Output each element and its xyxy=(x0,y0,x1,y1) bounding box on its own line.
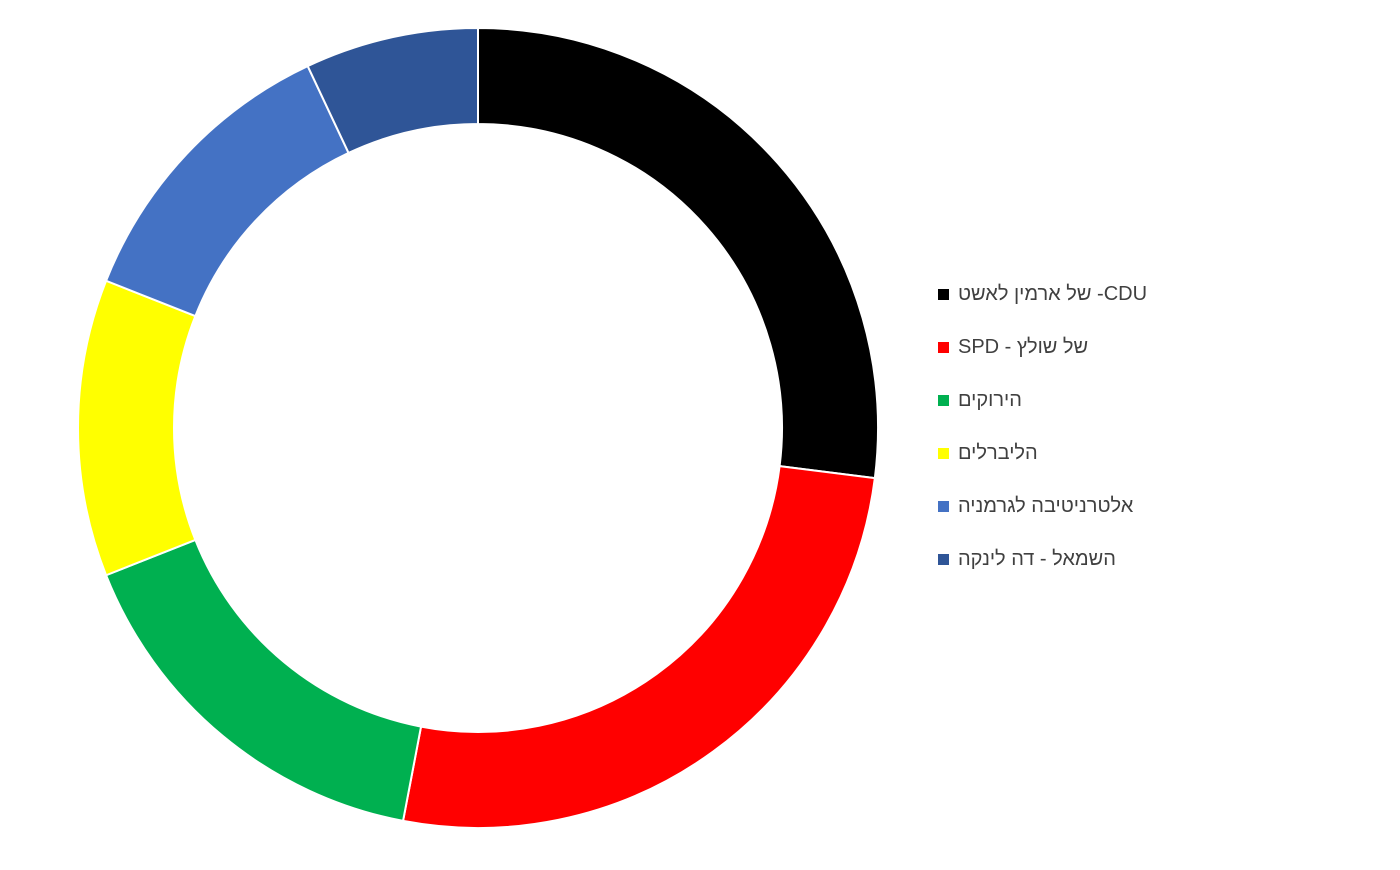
legend-marker xyxy=(938,394,949,406)
legend-item-greens: הירוקים xyxy=(938,389,1147,411)
donut-segment-4 xyxy=(105,65,350,318)
legend-label: הירוקים xyxy=(958,389,1022,411)
legend-label: הליברלים xyxy=(958,442,1038,464)
legend-marker xyxy=(938,553,949,565)
donut-segment-5 xyxy=(306,27,479,154)
legend-marker xyxy=(938,341,949,353)
chart-legend: CDU- של ארמין לאשט SPD - של שולץ הירוקים… xyxy=(938,283,1147,570)
legend-label: אלטרניטיבה לגרמניה xyxy=(958,495,1134,517)
legend-item-cdu: CDU- של ארמין לאשט xyxy=(938,283,1147,305)
legend-marker xyxy=(938,500,949,512)
legend-item-linke: השמאל - דה לינקה xyxy=(938,548,1147,570)
legend-item-liberals: הליברלים xyxy=(938,442,1147,464)
legend-marker xyxy=(938,288,949,300)
legend-marker xyxy=(938,447,949,459)
donut-segment-3 xyxy=(77,279,197,577)
donut-segment-1 xyxy=(402,465,876,829)
legend-label: השמאל - דה לינקה xyxy=(958,548,1116,570)
donut-chart xyxy=(77,27,880,829)
donut-segment-0 xyxy=(477,27,880,480)
legend-label: CDU- של ארמין לאשט xyxy=(958,283,1148,305)
legend-item-afd: אלטרניטיבה לגרמניה xyxy=(938,495,1147,517)
donut-segment-2 xyxy=(105,538,423,822)
legend-label: SPD - של שולץ xyxy=(958,336,1089,358)
legend-item-spd: SPD - של שולץ xyxy=(938,336,1147,358)
